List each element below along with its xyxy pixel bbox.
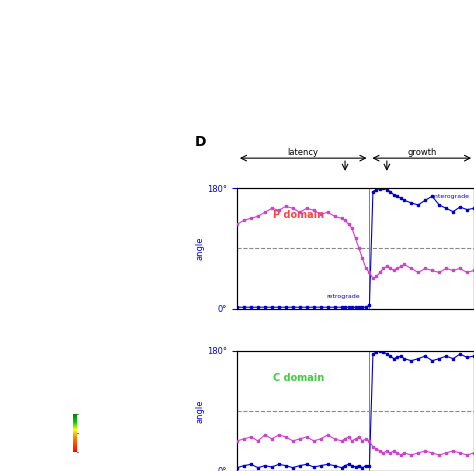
Text: growth: growth (407, 147, 437, 156)
Text: C: C (5, 320, 14, 333)
Y-axis label: angle: angle (195, 399, 204, 422)
Y-axis label: angle: angle (195, 236, 204, 260)
Text: C domain: C domain (273, 373, 324, 383)
Text: 3.2: 3.2 (178, 453, 188, 458)
Text: B: B (5, 179, 14, 192)
Text: 0(μm/min): 0(μm/min) (171, 463, 200, 467)
Text: anterograde: anterograde (430, 194, 469, 199)
Text: D: D (194, 135, 206, 149)
Text: P domain: P domain (273, 211, 324, 220)
Text: inset: inset (242, 5, 262, 14)
Text: latency: latency (288, 147, 319, 156)
Text: Flow vector map: Flow vector map (9, 330, 67, 336)
Text: Actin: Actin (9, 47, 27, 53)
Text: 6.4: 6.4 (178, 444, 188, 448)
Text: DIC: DIC (9, 132, 21, 138)
Text: retrograde: retrograde (327, 294, 360, 299)
Text: Actin: Actin (9, 203, 27, 209)
Text: A: A (5, 14, 14, 27)
